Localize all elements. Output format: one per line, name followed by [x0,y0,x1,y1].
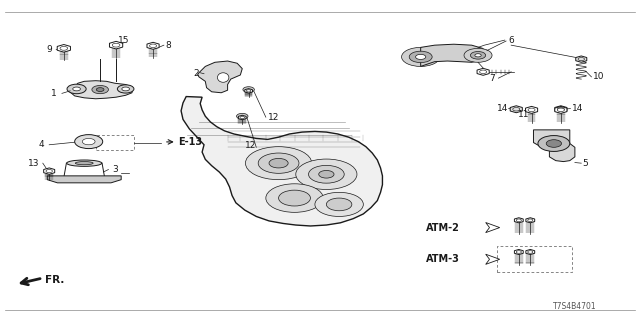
Circle shape [326,198,352,211]
Text: 9: 9 [46,45,52,54]
Circle shape [319,171,334,178]
Polygon shape [57,44,70,52]
Circle shape [117,85,134,93]
Polygon shape [109,41,123,49]
Polygon shape [555,106,567,113]
Circle shape [246,147,312,180]
Polygon shape [525,106,538,113]
Circle shape [415,54,426,60]
Polygon shape [147,42,159,49]
Circle shape [243,87,254,92]
Circle shape [557,108,564,112]
Circle shape [513,108,520,111]
Circle shape [122,87,129,91]
Text: 15: 15 [118,36,129,44]
Polygon shape [477,68,489,75]
Polygon shape [526,218,534,223]
Circle shape [315,192,364,216]
Text: 1: 1 [51,89,56,98]
Text: T7S4B4701: T7S4B4701 [553,302,596,311]
Circle shape [475,54,481,57]
Polygon shape [486,222,500,233]
Circle shape [246,90,251,92]
Text: 3: 3 [112,165,118,174]
Polygon shape [534,130,575,162]
Polygon shape [244,89,253,93]
Circle shape [258,153,299,173]
Circle shape [470,52,486,59]
Polygon shape [47,176,121,183]
Polygon shape [238,115,246,120]
Text: 12: 12 [245,141,256,150]
Circle shape [538,136,570,151]
Polygon shape [70,81,132,99]
Circle shape [308,165,344,183]
Text: 12: 12 [268,113,279,122]
Circle shape [237,113,248,119]
Circle shape [266,184,323,212]
Circle shape [73,87,81,91]
Circle shape [92,85,108,94]
Polygon shape [44,168,54,174]
Circle shape [401,47,440,67]
Polygon shape [515,250,524,254]
Text: E-13: E-13 [179,137,203,147]
Circle shape [278,190,310,206]
Text: FR.: FR. [45,275,64,285]
Polygon shape [198,61,243,93]
Bar [96,135,134,150]
Text: ATM-2: ATM-2 [426,223,460,233]
Circle shape [578,58,584,61]
Polygon shape [555,106,567,113]
Ellipse shape [76,162,93,165]
Text: ATM-3: ATM-3 [426,254,460,264]
Polygon shape [576,56,587,62]
Text: 6: 6 [508,36,514,44]
Ellipse shape [67,160,102,166]
Polygon shape [526,250,534,254]
Polygon shape [510,106,522,113]
Circle shape [479,70,486,74]
Circle shape [296,159,357,189]
Circle shape [83,139,95,145]
Circle shape [240,116,244,119]
Polygon shape [515,218,524,223]
Text: 14: 14 [497,104,508,113]
Text: 5: 5 [582,159,588,168]
Polygon shape [181,97,383,226]
Circle shape [112,43,120,47]
Circle shape [150,44,157,48]
Circle shape [516,219,522,221]
Circle shape [464,48,492,62]
Circle shape [557,108,564,111]
Polygon shape [420,44,487,67]
Circle shape [67,84,86,94]
Circle shape [409,51,432,63]
Circle shape [528,251,533,253]
Text: 13: 13 [28,159,39,168]
Text: 8: 8 [166,41,172,50]
Text: 4: 4 [38,140,44,149]
Text: 10: 10 [593,72,604,81]
Text: 2: 2 [193,69,198,78]
Text: 7: 7 [489,74,495,83]
Text: 14: 14 [572,104,583,113]
Circle shape [546,140,561,147]
Bar [497,246,572,272]
Circle shape [97,88,104,92]
Circle shape [46,170,52,173]
Circle shape [516,251,522,253]
Ellipse shape [218,73,229,82]
Circle shape [75,135,102,148]
Circle shape [60,46,68,50]
Circle shape [528,219,533,221]
Circle shape [269,158,288,168]
Circle shape [528,108,535,112]
Text: 11: 11 [518,109,530,118]
Polygon shape [486,254,500,264]
